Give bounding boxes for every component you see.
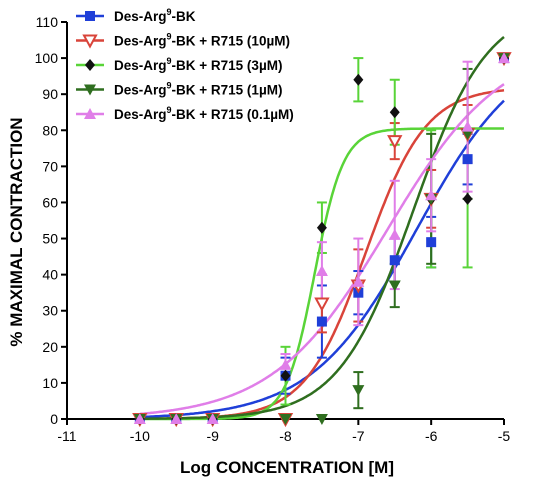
data-point-series-4 xyxy=(388,228,401,240)
x-axis-title: Log CONCENTRATION [M] xyxy=(180,458,394,477)
data-point-series-4 xyxy=(352,275,365,287)
data-point-series-4 xyxy=(206,413,219,424)
y-tick-label: 10 xyxy=(42,375,58,391)
x-tick-label: -9 xyxy=(206,428,219,444)
data-point-series-2 xyxy=(280,369,291,382)
data-point-series-0 xyxy=(426,237,437,248)
y-tick-label: 40 xyxy=(42,267,58,283)
legend-label-series-2: Des-Arg9-BK + R715 (3µM) xyxy=(114,56,282,73)
data-point-series-2 xyxy=(462,192,473,205)
y-tick-label: 20 xyxy=(42,339,58,355)
legend-label-series-4: Des-Arg9-BK + R715 (0.1µM) xyxy=(114,105,294,122)
data-point-series-0 xyxy=(389,255,400,266)
data-point-series-0 xyxy=(316,316,327,327)
y-tick-label: 50 xyxy=(42,231,58,247)
data-point-series-4 xyxy=(170,413,183,424)
data-points xyxy=(132,52,512,428)
y-tick-label: 90 xyxy=(42,86,58,102)
y-tick-label: 60 xyxy=(42,194,58,210)
legend-label-series-1: Des-Arg9-BK + R715 (10µM) xyxy=(114,32,290,49)
data-point-series-3 xyxy=(388,280,401,292)
y-axis-title: % MAXIMAL CONTRACTION xyxy=(7,117,26,346)
x-tick-label: -11 xyxy=(57,428,76,444)
data-point-series-4 xyxy=(279,358,292,370)
legend-label-series-0: Des-Arg9-BK xyxy=(114,7,196,24)
y-tick-label: 70 xyxy=(42,158,58,174)
data-point-series-1 xyxy=(387,135,403,150)
x-tick-label: -7 xyxy=(352,428,365,444)
data-point-series-1 xyxy=(314,297,330,312)
data-point-series-4 xyxy=(461,120,474,132)
data-point-series-2 xyxy=(389,106,400,119)
data-point-series-2 xyxy=(353,73,364,86)
data-point-series-3 xyxy=(279,414,292,425)
data-point-series-3 xyxy=(352,385,365,397)
fit-curves xyxy=(139,36,505,421)
y-tick-label: 110 xyxy=(36,14,59,30)
legend-marker-series-4 xyxy=(84,108,96,119)
data-point-series-4 xyxy=(133,413,146,424)
y-tick-label: 100 xyxy=(35,50,59,66)
x-tick-label: -8 xyxy=(279,428,292,444)
y-tick-label: 0 xyxy=(50,411,58,427)
legend-marker-series-3 xyxy=(84,84,96,96)
data-point-series-4 xyxy=(498,52,510,64)
data-point-series-3 xyxy=(315,414,328,425)
legend: Des-Arg9-BK Des-Arg9-BK + R715 (10µM) Des-… xyxy=(76,7,294,122)
legend-marker-series-2 xyxy=(85,59,95,71)
legend-marker-series-1 xyxy=(82,34,98,49)
y-tick-label: 80 xyxy=(42,122,58,138)
data-point-series-4 xyxy=(315,265,328,277)
legend-label-series-3: Des-Arg9-BK + R715 (1µM) xyxy=(114,81,282,98)
data-point-series-0 xyxy=(462,154,473,165)
data-point-series-4 xyxy=(425,189,438,201)
fit-curve-series-0 xyxy=(139,99,505,419)
y-tick-label: 30 xyxy=(42,303,58,319)
x-tick-label: -6 xyxy=(425,428,438,444)
axes: 0 10 20 30 40 50 60 70 80 90 100 110 -11 -10 -9 -8 -7 -6 -… xyxy=(35,14,511,444)
data-point-series-2 xyxy=(316,221,327,234)
x-tick-label: -10 xyxy=(130,428,150,444)
fit-curve-series-3 xyxy=(139,36,505,420)
x-tick-label: -5 xyxy=(498,428,511,444)
legend-marker-series-0 xyxy=(85,11,95,21)
